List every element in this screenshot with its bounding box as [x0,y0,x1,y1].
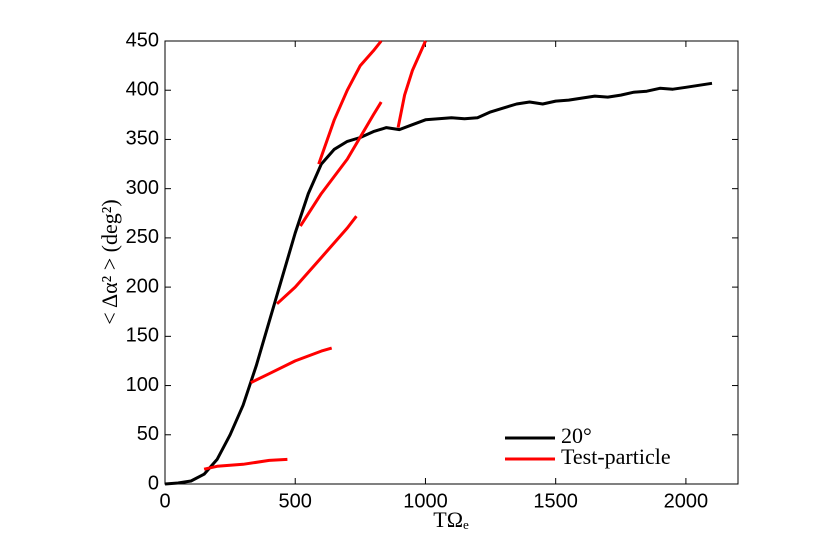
y-tick-label: 450 [126,29,159,51]
x-tick-label: 500 [279,490,312,512]
y-tick-label: 200 [126,275,159,297]
y-axis-label: < Δα² > (deg²) [97,199,122,324]
series-line [203,40,427,471]
y-tick-label: 350 [126,128,159,150]
y-tick-label: 250 [126,226,159,248]
series-line [164,81,713,486]
legend-label: Test-particle [561,444,671,469]
y-tick-label: 150 [126,325,159,347]
x-tick-label: 1500 [533,490,578,512]
x-tick-label: 1000 [403,490,448,512]
y-tick-label: 400 [126,79,159,101]
plot-frame [164,40,739,485]
x-axis-label: TΩₑ [433,507,469,532]
x-tick-label: 2000 [664,490,709,512]
y-tick-label: 0 [148,472,159,494]
legend-label: 20° [561,423,592,448]
x-tick-label: 0 [159,490,170,512]
y-tick-label: 100 [126,374,159,396]
y-tick-label: 50 [137,423,159,445]
y-tick-label: 300 [126,177,159,199]
